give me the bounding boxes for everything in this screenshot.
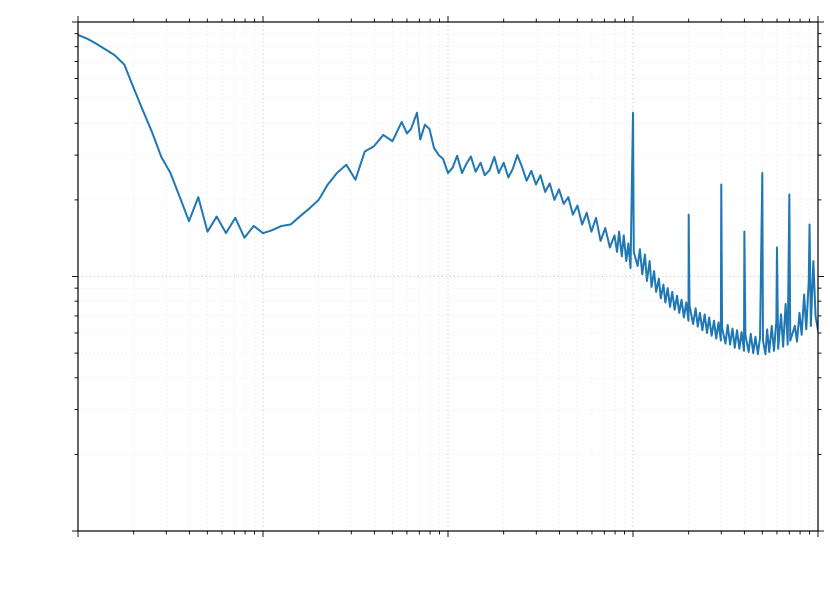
line-chart [0, 0, 830, 590]
chart-container [0, 0, 830, 590]
chart-background [0, 0, 830, 590]
